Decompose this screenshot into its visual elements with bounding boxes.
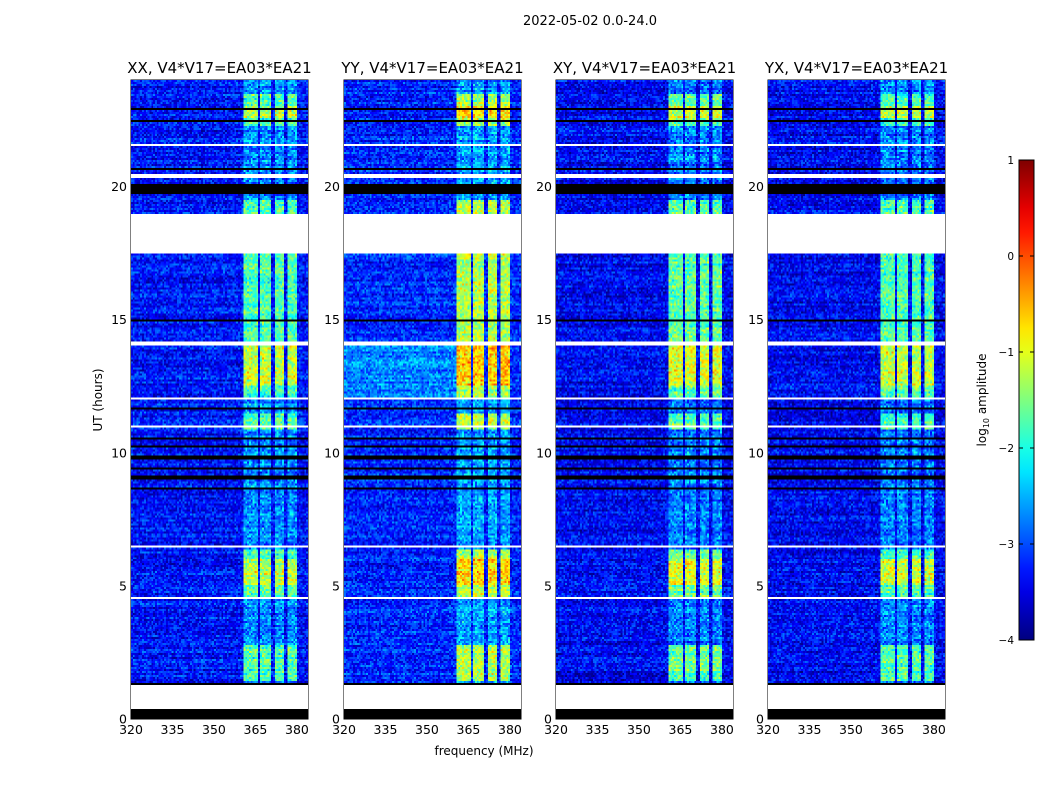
y-tick-label: 0	[332, 712, 340, 727]
y-tick-label: 15	[536, 312, 552, 327]
y-axis-label: UT (hours)	[91, 368, 105, 431]
colorbar-tick-label: −4	[999, 635, 1015, 647]
panel-title-3: XY, V4*V17=EA03*EA21	[553, 59, 736, 77]
y-tick-label: 20	[324, 179, 340, 194]
y-tick-label: 10	[324, 445, 340, 460]
y-tick-label: 5	[332, 578, 340, 593]
x-tick-label: 320	[544, 722, 568, 737]
x-tick-label: 380	[498, 722, 522, 737]
colorbar-tick-label: −2	[999, 443, 1014, 455]
y-tick-label: 20	[111, 179, 127, 194]
x-tick-label: 350	[415, 722, 439, 737]
x-tick-label: 320	[332, 722, 356, 737]
colorbar-tick-label: 1	[1007, 155, 1014, 167]
x-tick-label: 335	[374, 722, 398, 737]
x-tick-label: 380	[285, 722, 309, 737]
figure-title: 2022-05-02 0.0-24.0	[523, 14, 657, 29]
y-tick-label: 15	[324, 312, 340, 327]
y-tick-label: 15	[748, 312, 764, 327]
x-tick-label: 365	[669, 722, 693, 737]
y-tick-label: 0	[119, 712, 127, 727]
x-tick-label: 335	[161, 722, 185, 737]
x-tick-label: 335	[798, 722, 822, 737]
panel-title-1: XX, V4*V17=EA03*EA21	[127, 59, 311, 77]
panel-title-2: YY, V4*V17=EA03*EA21	[340, 59, 523, 77]
y-tick-label: 10	[748, 445, 764, 460]
colorbar	[1018, 159, 1035, 641]
y-tick-label: 10	[536, 445, 552, 460]
heatmap-panel-4	[768, 80, 945, 719]
y-tick-label: 15	[111, 312, 127, 327]
x-tick-label: 350	[202, 722, 226, 737]
x-tick-label: 335	[586, 722, 610, 737]
y-tick-label: 5	[119, 578, 127, 593]
panel-title-4: YX, V4*V17=EA03*EA21	[764, 59, 948, 77]
x-tick-label: 365	[244, 722, 268, 737]
x-tick-label: 320	[756, 722, 780, 737]
y-tick-label: 0	[756, 712, 764, 727]
heatmap-panel-3	[556, 80, 733, 719]
heatmap-panel-2	[344, 80, 521, 719]
colorbar-tick-label: −3	[999, 539, 1014, 551]
x-tick-label: 365	[881, 722, 905, 737]
y-tick-label: 5	[544, 578, 552, 593]
colorbar-tick-label: 0	[1007, 251, 1014, 263]
colorbar-tick-label: −1	[999, 347, 1014, 359]
x-axis-label: frequency (MHz)	[434, 744, 533, 758]
y-tick-label: 20	[536, 179, 552, 194]
x-tick-label: 380	[922, 722, 946, 737]
y-tick-label: 0	[544, 712, 552, 727]
x-tick-label: 350	[627, 722, 651, 737]
y-tick-label: 5	[756, 578, 764, 593]
x-tick-label: 350	[839, 722, 863, 737]
x-tick-label: 380	[710, 722, 734, 737]
y-tick-label: 20	[748, 179, 764, 194]
x-tick-label: 365	[457, 722, 481, 737]
colorbar-label: log10 amplitude	[975, 354, 991, 447]
x-tick-label: 320	[119, 722, 143, 737]
y-tick-label: 10	[111, 445, 127, 460]
heatmap-panel-1	[131, 80, 308, 719]
